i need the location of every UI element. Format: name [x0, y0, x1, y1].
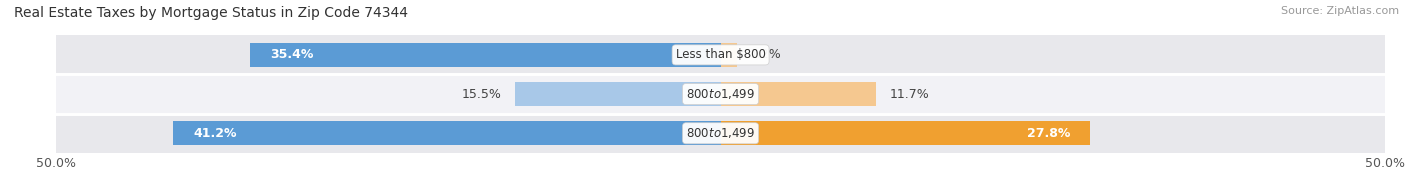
- Bar: [56, 114, 1385, 153]
- Text: Less than $800: Less than $800: [676, 48, 765, 61]
- Text: 41.2%: 41.2%: [193, 127, 236, 140]
- Bar: [721, 82, 876, 106]
- Text: 11.7%: 11.7%: [890, 88, 929, 101]
- Text: Real Estate Taxes by Mortgage Status in Zip Code 74344: Real Estate Taxes by Mortgage Status in …: [14, 6, 408, 20]
- Bar: [515, 82, 721, 106]
- Bar: [721, 121, 1090, 145]
- Bar: [250, 43, 721, 67]
- Bar: [173, 121, 721, 145]
- Text: 15.5%: 15.5%: [461, 88, 502, 101]
- Bar: [56, 35, 1385, 74]
- Text: $800 to $1,499: $800 to $1,499: [686, 126, 755, 140]
- Bar: [721, 43, 737, 67]
- Text: 35.4%: 35.4%: [270, 48, 314, 61]
- Text: 27.8%: 27.8%: [1026, 127, 1070, 140]
- Text: Source: ZipAtlas.com: Source: ZipAtlas.com: [1281, 6, 1399, 16]
- Text: $800 to $1,499: $800 to $1,499: [686, 87, 755, 101]
- Bar: [56, 74, 1385, 114]
- Text: 1.2%: 1.2%: [749, 48, 782, 61]
